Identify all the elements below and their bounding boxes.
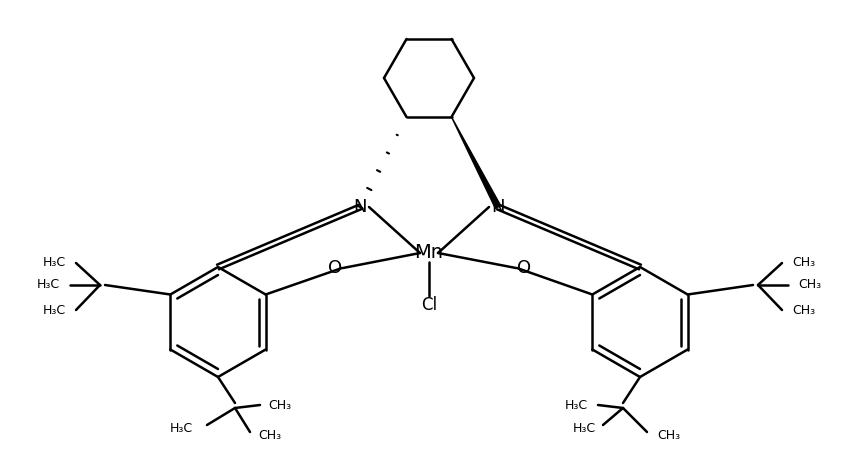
Text: O: O xyxy=(328,259,342,277)
Text: H₃C: H₃C xyxy=(43,304,66,317)
Text: CH₃: CH₃ xyxy=(798,279,821,292)
Text: Cl: Cl xyxy=(421,296,437,314)
Text: H₃C: H₃C xyxy=(37,279,60,292)
Polygon shape xyxy=(451,117,501,208)
Text: CH₃: CH₃ xyxy=(258,429,281,441)
Text: Mn: Mn xyxy=(414,244,444,263)
Text: N: N xyxy=(492,198,505,216)
Text: CH₃: CH₃ xyxy=(792,257,815,270)
Text: H₃C: H₃C xyxy=(565,399,588,412)
Text: CH₃: CH₃ xyxy=(268,399,291,412)
Text: H₃C: H₃C xyxy=(170,421,193,434)
Text: H₃C: H₃C xyxy=(43,257,66,270)
Text: CH₃: CH₃ xyxy=(792,304,815,317)
Text: CH₃: CH₃ xyxy=(657,429,680,441)
Text: O: O xyxy=(517,259,531,277)
Text: H₃C: H₃C xyxy=(573,421,596,434)
Text: N: N xyxy=(353,198,366,216)
